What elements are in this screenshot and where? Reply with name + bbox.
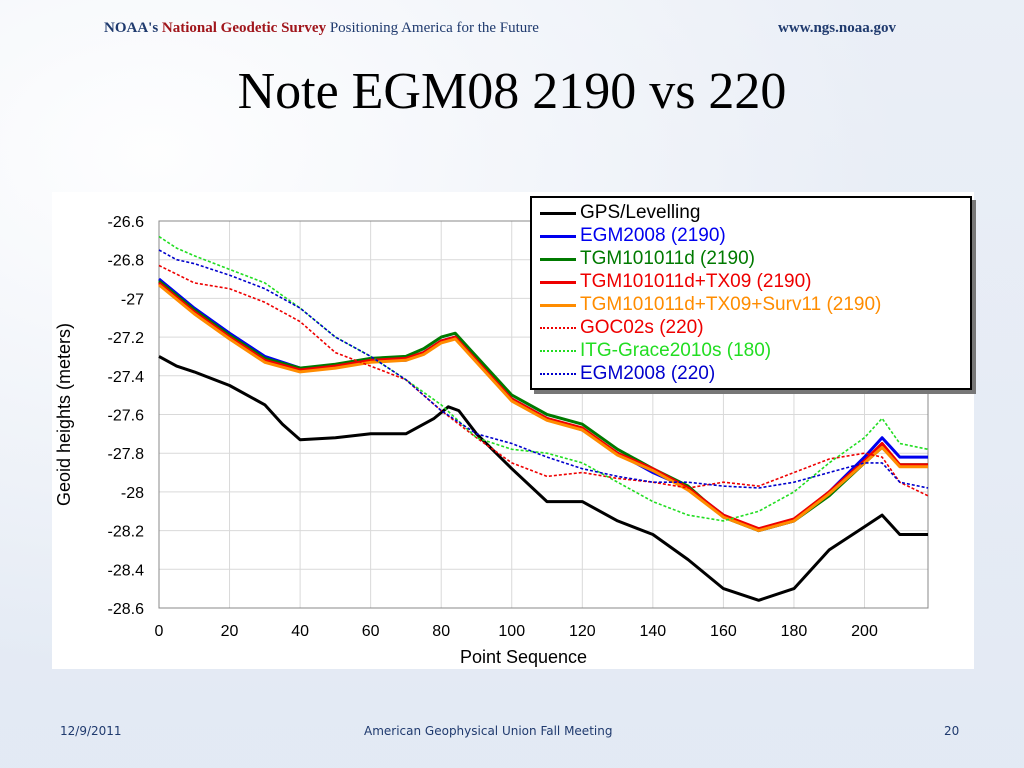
x-tick-label: 20 bbox=[221, 623, 239, 640]
y-tick-label: -26.8 bbox=[108, 253, 145, 270]
legend-entry: GPS/Levelling bbox=[540, 202, 700, 224]
x-tick-label: 200 bbox=[851, 623, 878, 640]
series-line-7 bbox=[158, 249, 929, 489]
geoid-heights-chart: -26.6 -26.8 -27 -27.2 -27.4 -27.6 -27.8 -28 -28.… bbox=[54, 214, 929, 667]
series-line-5 bbox=[158, 264, 929, 497]
series-line-4 bbox=[158, 283, 928, 533]
header-organization: NOAA's National Geodetic Survey Position… bbox=[104, 20, 539, 37]
slide-title: Note EGM08 2190 vs 220 bbox=[237, 63, 787, 120]
legend-swatch bbox=[540, 211, 576, 215]
header-url[interactable]: www.ngs.noaa.gov bbox=[778, 20, 896, 36]
y-axis-label: Geoid heights (meters) bbox=[54, 323, 74, 506]
y-tick-label: -28.4 bbox=[108, 562, 145, 579]
series-line-6 bbox=[158, 235, 929, 522]
x-tick-label: 180 bbox=[781, 623, 808, 640]
y-tick-label: -28.6 bbox=[108, 601, 145, 618]
y-tick-label: -28.2 bbox=[108, 524, 145, 541]
series-line-0 bbox=[158, 355, 928, 602]
footer-date: 12/9/2011 bbox=[60, 724, 122, 738]
legend-swatch bbox=[540, 303, 576, 307]
legend-entry: TGM101011d+TX09+Surv11 (2190) bbox=[540, 294, 881, 316]
legend-label: EGM2008 (2190) bbox=[580, 225, 726, 246]
x-tick-label: 120 bbox=[569, 623, 596, 640]
y-tick-label: -28 bbox=[121, 485, 144, 502]
x-tick-label: 40 bbox=[291, 623, 309, 640]
legend-swatch bbox=[540, 257, 576, 261]
legend-label: ITG-Grace2010s (180) bbox=[580, 340, 772, 361]
legend-swatch bbox=[540, 280, 576, 284]
y-tick-label: -27.2 bbox=[108, 330, 145, 347]
legend-label: TGM101011d (2190) bbox=[580, 248, 755, 269]
x-tick-label: 0 bbox=[155, 623, 164, 640]
legend-entry: EGM2008 (2190) bbox=[540, 225, 726, 247]
chart-legend: GPS/Levelling EGM2008 (2190) TGM101011d (2… bbox=[530, 196, 972, 390]
y-tick-label: -27.6 bbox=[108, 408, 145, 425]
legend-entry: GOC02s (220) bbox=[540, 317, 704, 339]
y-tick-label: -27.8 bbox=[108, 446, 145, 463]
legend-entry: TGM101011d+TX09 (2190) bbox=[540, 271, 811, 293]
chart-panel: -26.6 -26.8 -27 -27.2 -27.4 -27.6 -27.8 -28 -28.… bbox=[52, 192, 974, 669]
x-tick-label: 140 bbox=[640, 623, 667, 640]
legend-label: TGM101011d+TX09 (2190) bbox=[580, 271, 812, 292]
y-tick-label: -26.6 bbox=[108, 214, 145, 231]
legend-label: GPS/Levelling bbox=[580, 202, 701, 223]
legend-swatch bbox=[540, 234, 576, 238]
org-name: National Geodetic Survey bbox=[161, 20, 327, 36]
legend-label: TGM101011d+TX09+Surv11 (2190) bbox=[580, 294, 882, 315]
footer-event: American Geophysical Union Fall Meeting bbox=[364, 724, 613, 738]
legend-entry: TGM101011d (2190) bbox=[540, 248, 755, 270]
y-tick-label: -27 bbox=[121, 291, 144, 308]
x-tick-label: 100 bbox=[498, 623, 525, 640]
header-banner: NOAA's National Geodetic Survey Position… bbox=[0, 0, 1024, 60]
legend-swatch bbox=[540, 373, 576, 375]
x-tick-label: 80 bbox=[432, 623, 450, 640]
footer-page-number: 20 bbox=[944, 724, 960, 738]
legend-entry: ITG-Grace2010s (180) bbox=[540, 340, 771, 362]
org-tagline: Positioning America for the Future bbox=[329, 20, 539, 36]
legend-entry: EGM2008 (220) bbox=[540, 363, 715, 385]
legend-label: EGM2008 (220) bbox=[580, 363, 716, 384]
org-prefix: NOAA's bbox=[104, 20, 159, 36]
legend-swatch bbox=[540, 327, 576, 329]
x-axis-label: Point Sequence bbox=[460, 647, 587, 667]
legend-label: GOC02s (220) bbox=[580, 317, 704, 338]
x-tick-label: 160 bbox=[710, 623, 737, 640]
x-tick-label: 60 bbox=[362, 623, 380, 640]
legend-swatch bbox=[540, 350, 576, 352]
y-tick-label: -27.4 bbox=[108, 369, 145, 386]
